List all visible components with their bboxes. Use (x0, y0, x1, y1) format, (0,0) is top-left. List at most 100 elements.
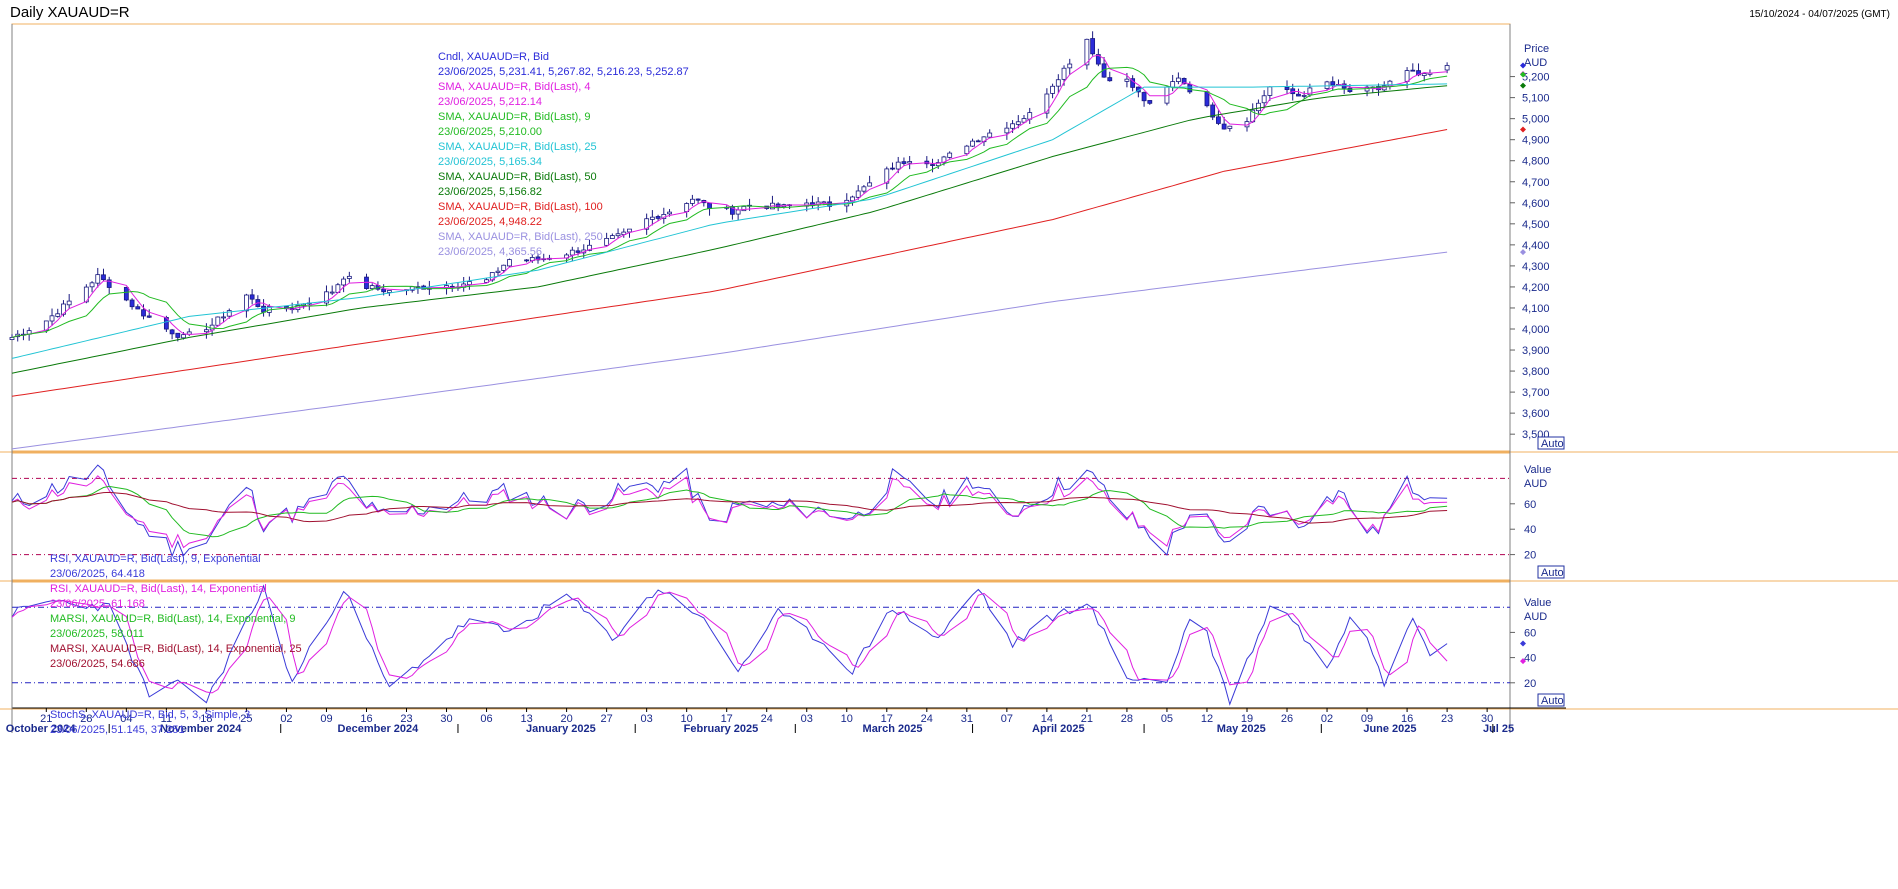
candle[interactable] (146, 315, 152, 318)
candle[interactable] (689, 198, 695, 204)
candle[interactable] (587, 244, 592, 251)
candle[interactable] (1261, 95, 1267, 104)
candle[interactable] (1181, 77, 1187, 85)
candle[interactable] (1227, 125, 1233, 129)
candle[interactable] (695, 198, 701, 201)
candle[interactable] (1267, 86, 1273, 96)
candle[interactable] (890, 167, 895, 170)
candle[interactable] (627, 228, 632, 233)
candle[interactable] (941, 156, 947, 164)
candle[interactable] (1107, 77, 1113, 82)
rsi-auto-box[interactable] (1537, 565, 1565, 579)
candle[interactable] (1410, 69, 1416, 72)
candle[interactable] (55, 313, 61, 317)
candle[interactable] (129, 299, 135, 308)
candle[interactable] (169, 329, 175, 335)
candle[interactable] (935, 162, 941, 167)
sma-250-line[interactable] (11, 251, 1448, 450)
candle[interactable] (575, 250, 581, 253)
stoch-panel[interactable] (11, 584, 1510, 706)
candle[interactable] (226, 310, 232, 317)
candle[interactable] (369, 285, 375, 290)
candle[interactable] (987, 132, 993, 138)
candle[interactable] (884, 168, 890, 184)
candle[interactable] (495, 270, 501, 273)
candle[interactable] (341, 278, 347, 286)
candle[interactable] (329, 291, 335, 294)
candle[interactable] (1090, 38, 1096, 55)
candle[interactable] (1404, 70, 1410, 82)
candle[interactable] (1015, 121, 1021, 125)
candle[interactable] (1301, 94, 1307, 97)
candle[interactable] (1347, 87, 1353, 92)
candle[interactable] (667, 211, 672, 215)
candle[interactable] (1044, 93, 1050, 114)
candle[interactable] (930, 164, 935, 166)
candle[interactable] (66, 300, 72, 306)
candle[interactable] (964, 145, 970, 155)
candle[interactable] (1421, 73, 1427, 76)
stoch-d-line[interactable] (11, 591, 1448, 694)
candle[interactable] (9, 337, 15, 340)
sma-25-line[interactable] (11, 83, 1448, 359)
candle[interactable] (1307, 87, 1313, 96)
candle[interactable] (1210, 104, 1216, 118)
candle[interactable] (346, 275, 352, 279)
candle[interactable] (1284, 86, 1290, 90)
candle[interactable] (141, 309, 146, 317)
candle[interactable] (615, 233, 621, 237)
candle[interactable] (135, 306, 141, 310)
candle[interactable] (569, 249, 575, 256)
candle[interactable] (1187, 83, 1193, 93)
candle[interactable] (1175, 77, 1181, 82)
candle[interactable] (609, 235, 615, 239)
sma-9-line[interactable] (11, 66, 1448, 338)
candle[interactable] (1067, 63, 1073, 69)
sma-50-line[interactable] (11, 85, 1448, 374)
candle[interactable] (1141, 92, 1147, 102)
candle[interactable] (1216, 116, 1221, 124)
candle[interactable] (861, 186, 867, 192)
sma-4-line[interactable] (11, 54, 1448, 338)
candle[interactable] (89, 282, 95, 288)
candle[interactable] (249, 294, 255, 300)
candle[interactable] (49, 315, 55, 322)
candle[interactable] (524, 259, 529, 262)
candle[interactable] (947, 152, 953, 158)
candle[interactable] (181, 334, 186, 339)
candle[interactable] (649, 216, 655, 220)
candle[interactable] (261, 305, 266, 313)
candle[interactable] (381, 288, 387, 293)
candle[interactable] (484, 279, 489, 283)
candle[interactable] (735, 209, 741, 215)
candle[interactable] (501, 264, 507, 271)
price-auto-box[interactable] (1537, 436, 1565, 450)
price-panel[interactable] (9, 31, 1450, 450)
candle[interactable] (1061, 67, 1067, 80)
rsi-9-line[interactable] (11, 464, 1448, 558)
candle[interactable] (970, 140, 975, 147)
candle[interactable] (1147, 100, 1153, 104)
candle[interactable] (1004, 127, 1010, 134)
candle[interactable] (850, 196, 855, 202)
candle[interactable] (386, 290, 392, 293)
candle[interactable] (975, 140, 981, 143)
candle[interactable] (467, 281, 472, 285)
marsi-9-line[interactable] (11, 485, 1448, 538)
rsi-14-line[interactable] (11, 475, 1448, 549)
candle[interactable] (535, 256, 541, 261)
candle[interactable] (867, 182, 873, 187)
candle[interactable] (901, 161, 907, 164)
candle[interactable] (106, 279, 112, 288)
candle[interactable] (1204, 91, 1210, 107)
candle[interactable] (1130, 78, 1136, 88)
candle[interactable] (175, 332, 181, 338)
candle[interactable] (1010, 123, 1015, 129)
candle[interactable] (1296, 93, 1301, 97)
candle[interactable] (215, 316, 221, 326)
candle[interactable] (1055, 79, 1061, 87)
candle[interactable] (1124, 78, 1130, 82)
candle[interactable] (644, 218, 650, 230)
candle[interactable] (604, 237, 610, 246)
